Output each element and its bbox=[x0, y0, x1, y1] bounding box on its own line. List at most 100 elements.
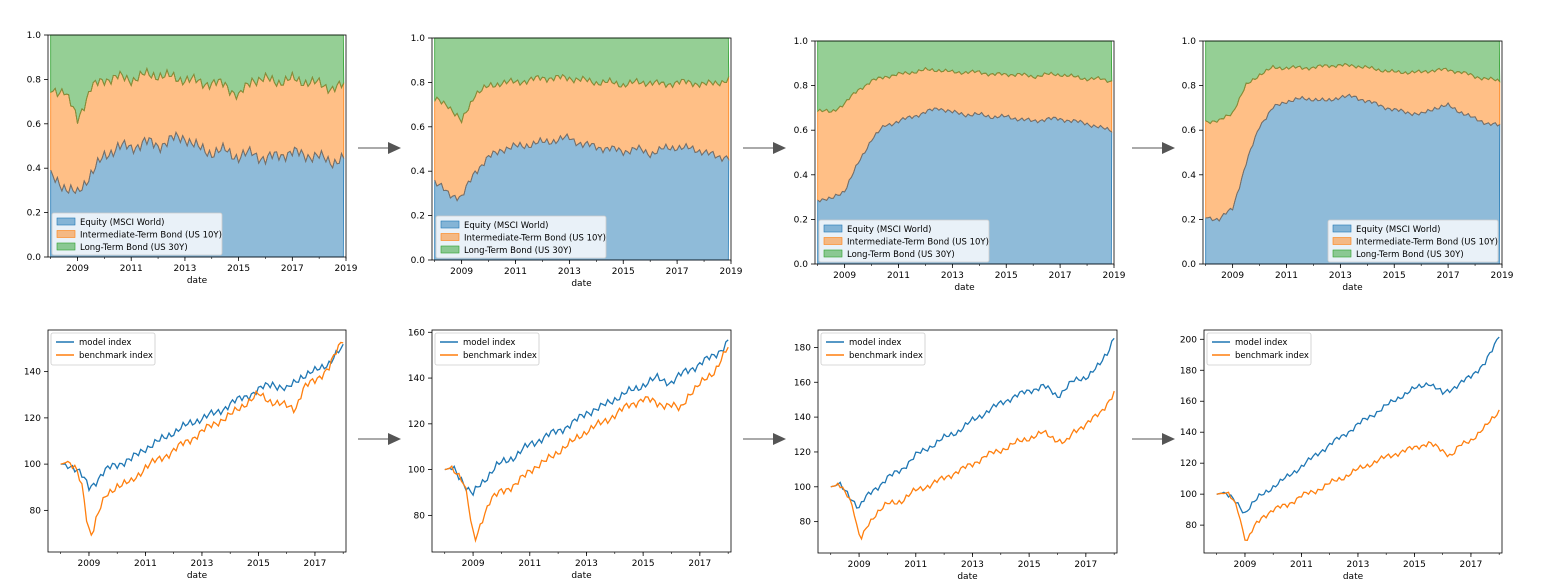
y-tick-label: 0.2 bbox=[1182, 215, 1196, 225]
legend-label: Long-Term Bond (US 30Y) bbox=[464, 246, 572, 256]
legend-box bbox=[818, 219, 990, 263]
y-tick-label: 0.0 bbox=[794, 260, 809, 270]
legend-label: Intermediate-Term Bond (US 10Y) bbox=[80, 231, 222, 241]
bond-boundary-line bbox=[434, 73, 730, 124]
x-tick-label: 2019 bbox=[720, 267, 743, 277]
x-tick-label: 2013 bbox=[1329, 271, 1352, 281]
x-tick-label: 2013 bbox=[575, 559, 598, 569]
plot-frame bbox=[1203, 329, 1503, 554]
y-tick-label: 0.2 bbox=[27, 209, 41, 219]
x-tick-label: 2011 bbox=[134, 559, 157, 569]
legend-label: Equity (MSCI World) bbox=[464, 221, 548, 231]
x-tick-label: 2015 bbox=[247, 559, 270, 569]
legend-swatch bbox=[440, 233, 460, 241]
y-tick-label: 0.2 bbox=[794, 215, 808, 225]
y-tick-label: 140 bbox=[794, 413, 811, 423]
y-tick-label: 120 bbox=[408, 420, 425, 430]
legend-label: model index bbox=[463, 338, 515, 348]
legend-box bbox=[820, 332, 926, 366]
y-tick-label: 140 bbox=[408, 374, 425, 384]
y-tick-label: 0.2 bbox=[411, 212, 425, 222]
x-tick-label: 2015 bbox=[632, 559, 655, 569]
x-axis-label: date bbox=[571, 571, 592, 581]
plot-frame bbox=[47, 329, 347, 553]
legend-label: Intermediate-Term Bond (US 10Y) bbox=[464, 234, 606, 244]
x-tick-label: 2011 bbox=[887, 271, 910, 281]
y-tick-label: 0.4 bbox=[1182, 171, 1197, 181]
progression-arrow bbox=[743, 142, 786, 154]
arrow-head bbox=[388, 433, 401, 445]
x-tick-label: 2015 bbox=[227, 264, 250, 274]
legend: model index benchmark index bbox=[1206, 332, 1312, 366]
legend-label: Equity (MSCI World) bbox=[1356, 225, 1440, 235]
x-tick-label: 2011 bbox=[120, 264, 143, 274]
y-tick-label: 1.0 bbox=[1182, 37, 1197, 47]
arrow-head bbox=[1162, 142, 1175, 154]
x-tick-label: 2009 bbox=[450, 267, 473, 277]
x-tick-label: 2017 bbox=[1437, 271, 1460, 281]
equity-boundary-line bbox=[50, 130, 345, 195]
plot-frame bbox=[47, 34, 347, 258]
line-chart-2: 2009 2011 2013 2015 2017 80 100 120 140 160 date mo… bbox=[408, 328, 732, 581]
legend-label: Long-Term Bond (US 30Y) bbox=[847, 250, 955, 260]
y-tick-label: 180 bbox=[1180, 366, 1197, 376]
plot-frame bbox=[817, 329, 1118, 554]
legend: Equity (MSCI World) Intermediate-Term Bon… bbox=[51, 212, 223, 256]
x-tick-label: 2009 bbox=[1221, 271, 1244, 281]
benchmark-index-line bbox=[444, 346, 729, 543]
benchmark-index-line bbox=[830, 390, 1115, 541]
x-tick-label: 2011 bbox=[904, 560, 927, 570]
legend-swatch bbox=[440, 220, 460, 229]
y-tick-label: 0.6 bbox=[27, 120, 42, 130]
model-index-line bbox=[1216, 336, 1500, 514]
y-tick-label: 0.6 bbox=[794, 126, 809, 136]
plot-frame bbox=[1202, 40, 1503, 265]
y-tick-label: 100 bbox=[24, 460, 41, 470]
y-tick-label: 160 bbox=[794, 378, 811, 388]
model-index-line bbox=[830, 337, 1115, 509]
bond-boundary-line bbox=[1205, 62, 1501, 125]
legend-swatch bbox=[823, 237, 843, 245]
bond-boundary-line bbox=[50, 66, 345, 124]
legend: model index benchmark index bbox=[50, 332, 156, 366]
y-tick-label: 0.0 bbox=[27, 253, 42, 263]
y-tick-label: 0.8 bbox=[411, 78, 426, 88]
x-axis-label: date bbox=[957, 572, 978, 582]
x-tick-label: 2011 bbox=[504, 267, 527, 277]
arrow-head bbox=[773, 142, 786, 154]
x-axis-label: date bbox=[954, 283, 975, 293]
x-axis-label: date bbox=[187, 276, 208, 286]
y-tick-label: 80 bbox=[30, 506, 42, 516]
legend-box bbox=[1206, 332, 1312, 366]
y-tick-label: 0.8 bbox=[1182, 82, 1197, 92]
model-index-line bbox=[60, 343, 344, 493]
y-tick-label: 80 bbox=[1186, 521, 1198, 531]
y-tick-label: 100 bbox=[408, 466, 425, 476]
legend-label: model index bbox=[849, 338, 901, 348]
legend-label: Intermediate-Term Bond (US 10Y) bbox=[847, 238, 989, 248]
legend-swatch bbox=[823, 224, 843, 233]
x-tick-label: 2017 bbox=[1459, 560, 1482, 570]
line-chart-4: 2009 2011 2013 2015 2017 80 100 120 140 160 180 200… bbox=[1180, 329, 1503, 582]
stacked-area-chart-1: 2009 2011 2013 2015 2017 2019 0.0 0.2 0.4 0.6 0.8 1… bbox=[27, 31, 358, 286]
x-tick-label: 2009 bbox=[66, 264, 89, 274]
x-axis-label: date bbox=[1342, 283, 1363, 293]
x-tick-label: 2013 bbox=[1346, 560, 1369, 570]
legend-label: model index bbox=[79, 338, 131, 348]
benchmark-index-line bbox=[1216, 409, 1500, 541]
arrow-head bbox=[388, 142, 401, 154]
x-tick-label: 2011 bbox=[1290, 560, 1313, 570]
legend-label: model index bbox=[1235, 338, 1287, 348]
x-tick-label: 2009 bbox=[462, 559, 485, 569]
legend-swatch bbox=[56, 230, 76, 238]
x-tick-label: 2013 bbox=[961, 560, 984, 570]
y-tick-label: 120 bbox=[1180, 459, 1197, 469]
legend-box bbox=[50, 332, 156, 366]
progression-arrow bbox=[743, 433, 786, 445]
x-tick-label: 2009 bbox=[1234, 560, 1257, 570]
x-tick-label: 2015 bbox=[612, 267, 635, 277]
x-tick-label: 2015 bbox=[995, 271, 1018, 281]
x-tick-label: 2013 bbox=[173, 264, 196, 274]
x-axis-label: date bbox=[571, 279, 592, 289]
y-tick-label: 80 bbox=[800, 518, 812, 528]
